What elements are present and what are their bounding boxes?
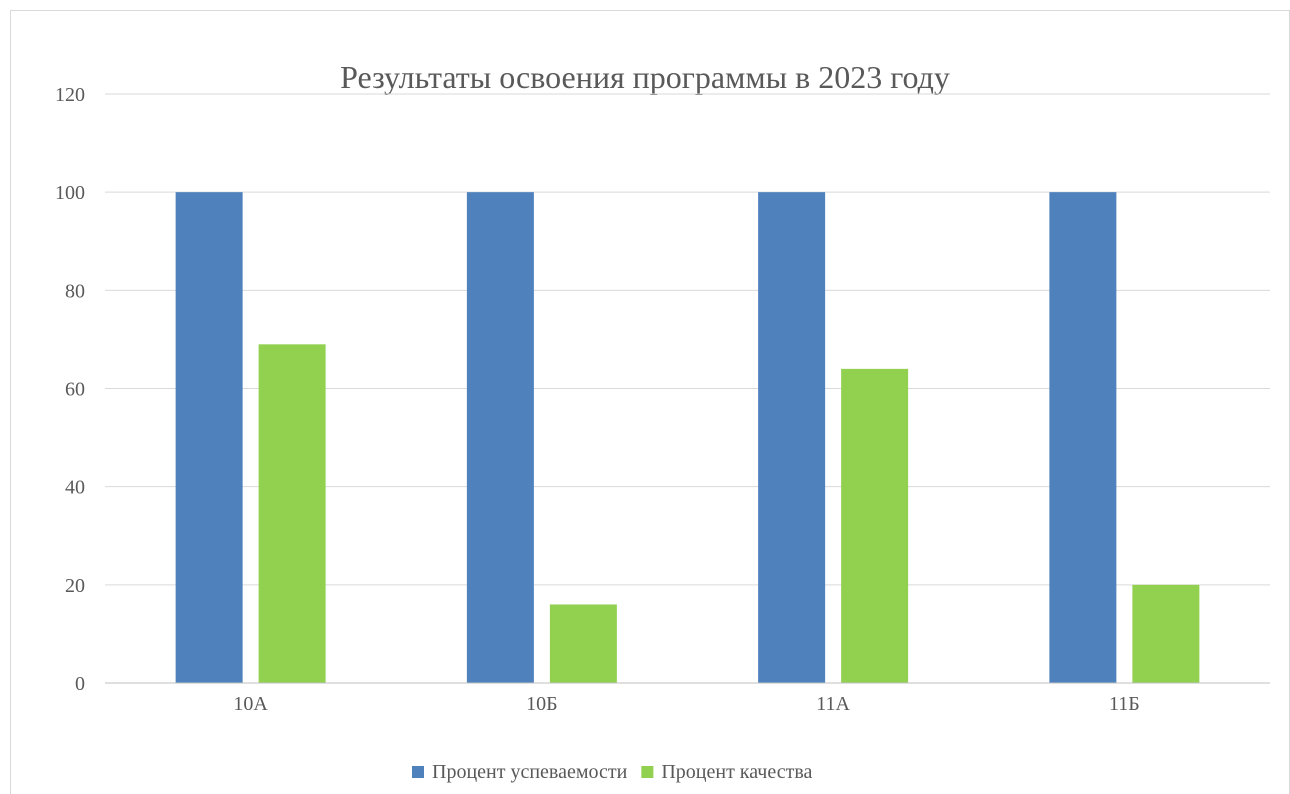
x-axis-ticks: 10А 10Б 11А 11Б: [233, 693, 1139, 715]
bar-success-1: [175, 192, 243, 683]
y-tick-label: 20: [65, 575, 85, 597]
bar-quality-4: [1132, 584, 1200, 683]
x-tick-label: 11А: [816, 693, 850, 715]
y-axis-ticks: 0 20 40 60 80 100 120: [55, 84, 85, 695]
bar-success-2: [466, 192, 534, 683]
bar-quality-3: [841, 368, 909, 683]
y-tick-label: 0: [75, 673, 85, 695]
legend[interactable]: Процент успеваемости Процент качества: [412, 761, 813, 783]
legend-swatch: [412, 766, 424, 778]
chart-title: Результаты освоения программы в 2023 год…: [340, 59, 950, 95]
y-tick-label: 100: [55, 182, 85, 204]
bar-quality-2: [549, 604, 617, 683]
y-tick-label: 80: [65, 280, 85, 302]
y-tick-label: 120: [55, 84, 85, 106]
legend-swatch: [641, 766, 654, 778]
bar-quality-1: [258, 344, 326, 683]
x-tick-label: 10Б: [526, 693, 557, 715]
legend-label[interactable]: Процент качества: [661, 761, 812, 783]
bars: [175, 192, 1200, 683]
y-tick-label: 60: [65, 379, 85, 401]
bar-success-4: [1049, 192, 1117, 683]
x-tick-label: 11Б: [1109, 693, 1140, 715]
legend-label[interactable]: Процент успеваемости: [432, 761, 628, 783]
bar-success-3: [758, 192, 826, 683]
x-tick-label: 10А: [233, 693, 268, 715]
y-tick-label: 40: [65, 477, 85, 499]
